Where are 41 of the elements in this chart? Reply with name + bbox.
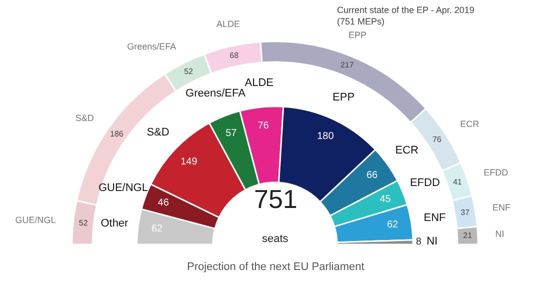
slice-label: EPP — [332, 92, 355, 104]
slice-label: Current state of the EP - Apr. 2019 (751 MEPs) — [337, 5, 474, 27]
slice-label: Other — [100, 217, 129, 230]
slice-label: NI — [426, 236, 438, 248]
data-label: 186 — [110, 129, 124, 138]
data-label: 68 — [230, 51, 240, 60]
slice-label: Greens/EFA — [186, 88, 246, 100]
text: seats — [262, 233, 289, 245]
category-label: ENF — [492, 202, 510, 212]
slice-label: S&D — [146, 126, 170, 138]
category-label: EPP — [348, 30, 366, 40]
data-label: 149 — [180, 156, 198, 168]
data-label: 52 — [78, 218, 88, 228]
category-label: NI — [495, 229, 504, 240]
category-label: S&D — [75, 112, 94, 123]
data-label: 76 — [258, 120, 270, 132]
data-label: 180 — [317, 131, 334, 142]
data-label: 21 — [463, 231, 473, 240]
category-label: Greens/EFA — [127, 42, 176, 52]
data-label: 76 — [432, 134, 442, 144]
data-label: 57 — [226, 128, 238, 140]
slice-label: ENF — [424, 212, 446, 224]
data-label: 66 — [366, 170, 378, 181]
data-label: 41 — [452, 177, 462, 186]
data-label: 52 — [184, 67, 194, 76]
data-label: 8 — [416, 236, 422, 248]
text: 751 — [254, 184, 298, 214]
category-label: ECR — [460, 119, 480, 130]
data-label: 37 — [460, 208, 470, 217]
data-label: 45 — [380, 194, 392, 206]
data-label: 217 — [340, 60, 354, 70]
slice-label: EFDD — [410, 177, 440, 190]
slice-label: ALDE — [244, 77, 274, 90]
category-label: ALDE — [216, 18, 240, 29]
category-label: EFDD — [484, 168, 508, 178]
category-label: GUE/NGL — [15, 214, 56, 225]
data-label: 46 — [158, 198, 170, 209]
slice-label: Projection of the next EU Parliament — [187, 261, 364, 273]
data-label: 62 — [386, 220, 399, 231]
slice-label: ECR — [395, 144, 419, 156]
slice-label: GUE/NGL — [98, 182, 148, 194]
